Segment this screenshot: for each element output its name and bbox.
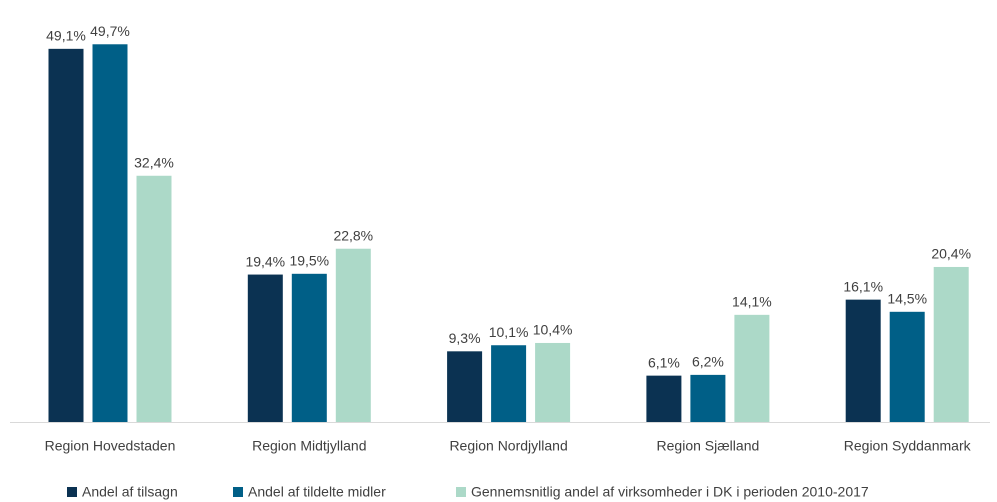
data-label: 6,2% xyxy=(692,354,724,370)
data-label: 19,4% xyxy=(245,253,285,269)
legend-label: Gennemsnitlig andel af virksomheder i DK… xyxy=(471,484,869,500)
data-label: 32,4% xyxy=(134,154,174,170)
legend-swatch xyxy=(67,487,77,497)
x-tick-label: Region Nordjylland xyxy=(449,438,567,454)
data-label: 16,1% xyxy=(843,278,883,294)
x-tick-label: Region Hovedstaden xyxy=(45,438,176,454)
legend-label: Andel af tildelte midler xyxy=(248,484,386,500)
data-label: 22,8% xyxy=(333,227,373,243)
legend-label: Andel af tilsagn xyxy=(82,484,178,500)
data-label: 9,3% xyxy=(449,330,481,346)
bar xyxy=(92,44,128,422)
bar xyxy=(535,342,571,422)
bar xyxy=(933,266,969,422)
bar xyxy=(136,175,172,422)
data-label: 19,5% xyxy=(289,253,329,269)
bar xyxy=(335,248,371,422)
bar xyxy=(845,299,881,422)
data-label: 14,1% xyxy=(732,294,772,310)
bar xyxy=(291,273,327,422)
data-label: 14,5% xyxy=(887,291,927,307)
data-label: 6,1% xyxy=(648,354,680,370)
data-label: 20,4% xyxy=(931,246,971,262)
bar xyxy=(690,374,726,422)
data-label: 49,7% xyxy=(90,23,130,39)
bar xyxy=(491,345,527,422)
legend-swatch xyxy=(456,487,466,497)
bar xyxy=(734,314,770,422)
x-tick-label: Region Sjælland xyxy=(657,438,760,454)
x-tick-label: Region Midtjylland xyxy=(252,438,366,454)
bar xyxy=(646,375,682,422)
data-label: 10,1% xyxy=(489,324,529,340)
bar xyxy=(247,274,283,422)
bar xyxy=(889,311,925,422)
bar xyxy=(48,48,84,423)
x-tick-label: Region Syddanmark xyxy=(844,438,972,454)
data-label: 10,4% xyxy=(533,322,573,338)
data-label: 49,1% xyxy=(46,28,86,44)
bar xyxy=(447,351,483,422)
legend-swatch xyxy=(233,487,243,497)
